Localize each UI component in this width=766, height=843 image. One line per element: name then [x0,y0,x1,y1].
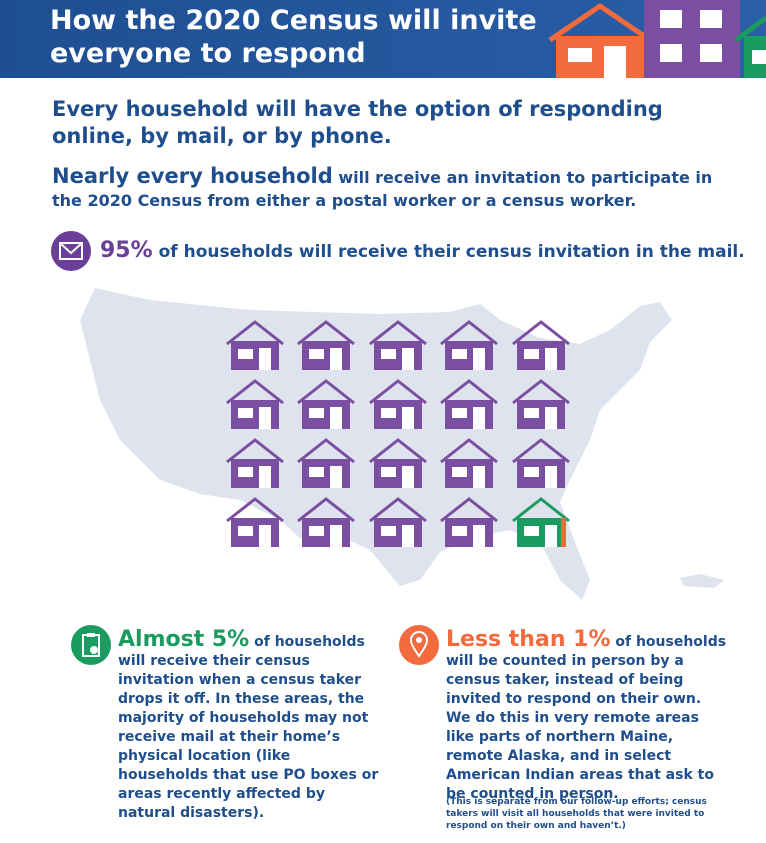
roof [512,320,570,346]
door [473,525,485,547]
headline: Every household will have the option of … [52,97,663,148]
roof [512,379,570,405]
roof [369,320,427,346]
roof [440,379,498,405]
door [330,525,342,547]
in-person-note: (This is separate from our follow-up eff… [446,797,707,831]
drop-off-text: of households will receive their census … [118,634,379,821]
window [381,467,396,477]
roof [734,15,766,43]
window [309,526,324,536]
window [238,349,253,359]
mail-stat: 95% of households will receive their cen… [100,238,745,263]
roof [548,2,652,43]
door [330,466,342,488]
drop-off-stat: Almost 5% [118,627,250,652]
title-line: everyone to respond [50,38,366,69]
roof [369,438,427,464]
door [259,466,271,488]
house-slice [561,518,566,547]
header: How the 2020 Census will invite everyone … [0,0,766,78]
hawaii [680,574,724,588]
window [381,526,396,536]
roof [297,320,355,346]
door [473,466,485,488]
pin-icon [399,625,439,665]
door [259,348,271,370]
roof [226,497,284,523]
door [259,407,271,429]
roof [369,379,427,405]
window [381,408,396,418]
house [644,0,740,78]
window [238,467,253,477]
in-person-block: Less than 1% of households will be count… [446,627,728,804]
door [545,466,557,488]
header-houses [548,0,766,78]
door [604,46,626,78]
roof [297,497,355,523]
door [473,407,485,429]
window [660,10,682,28]
roof [440,497,498,523]
mail-percent: 95% [100,238,153,263]
roof [512,438,570,464]
window [238,408,253,418]
title-line: How the 2020 Census will invite [50,5,537,36]
window [452,349,467,359]
window [524,526,539,536]
in-person-text: of households will be counted in person … [446,634,727,802]
window [524,349,539,359]
roof [440,438,498,464]
door [402,348,414,370]
roof [226,320,284,346]
window [452,408,467,418]
window [568,48,592,62]
door [330,348,342,370]
roof [297,379,355,405]
door [545,348,557,370]
intro-text: will receive an invitation to participat… [52,168,713,210]
roof [440,320,498,346]
roof [297,438,355,464]
drop-off-block: Almost 5% of households will receive the… [118,627,380,823]
window [752,50,766,64]
household-icons [226,320,570,547]
window [452,526,467,536]
mail-icon [51,231,91,271]
door [545,525,557,547]
window [524,467,539,477]
door [545,407,557,429]
roof [369,497,427,523]
roof [226,379,284,405]
door [402,525,414,547]
window [700,44,722,62]
in-person-stat: Less than 1% [446,627,611,652]
window [700,10,722,28]
window [238,526,253,536]
window [309,349,324,359]
intro: Nearly every household will receive an i… [52,165,732,212]
door [473,348,485,370]
window [309,408,324,418]
window [309,467,324,477]
clipboard-icon [71,625,111,665]
roof [512,497,570,523]
header-title: How the 2020 Census will invite everyone … [50,4,537,70]
door [402,466,414,488]
mail-text: of households will receive their census … [158,242,745,262]
intro-bold: Nearly every household [52,164,333,188]
door [259,525,271,547]
door [402,407,414,429]
window [452,467,467,477]
window [660,44,682,62]
door [330,407,342,429]
window [524,408,539,418]
roof [226,438,284,464]
window [381,349,396,359]
